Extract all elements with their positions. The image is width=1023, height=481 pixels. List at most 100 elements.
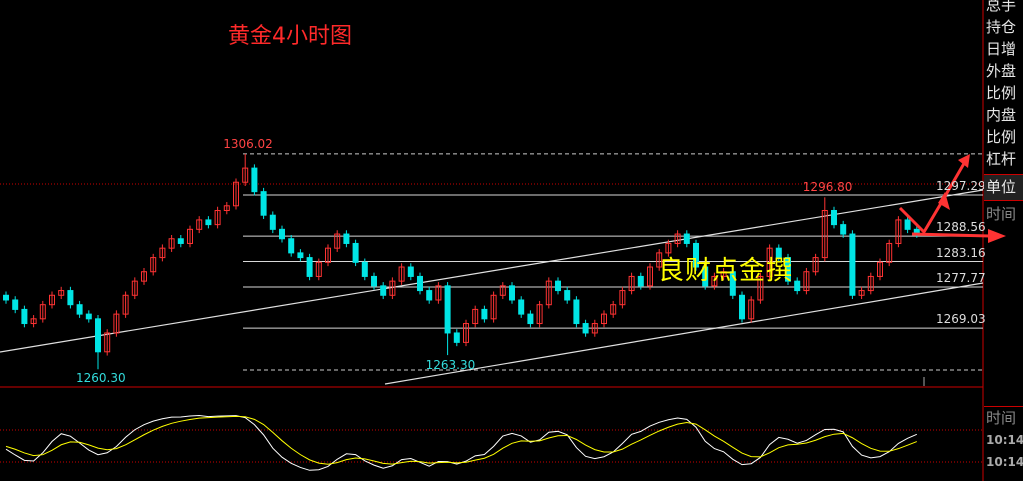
- candle-up: [877, 261, 883, 277]
- level-label: 1288.56: [936, 220, 986, 235]
- candle-up: [233, 181, 239, 207]
- candle-down: [361, 261, 368, 277]
- candle-up: [58, 290, 65, 296]
- candle-up: [389, 280, 396, 296]
- chart-title: 黄金4小时图: [228, 24, 352, 49]
- candle-down: [573, 299, 580, 325]
- candle-down: [251, 167, 258, 193]
- candle-up: [886, 242, 893, 263]
- candle-up: [591, 323, 598, 334]
- candle-down: [453, 332, 460, 343]
- side-item-outer: 外盘: [986, 62, 1017, 80]
- candle-up: [30, 318, 37, 325]
- candle-down: [693, 242, 699, 268]
- level-label: 1269.03: [936, 312, 986, 327]
- candle-up: [168, 238, 175, 249]
- candle-down: [177, 238, 184, 244]
- candle-down: [407, 266, 414, 277]
- candle-down: [85, 313, 92, 320]
- side-item-volume: 总手: [986, 0, 1017, 14]
- candle-up: [463, 323, 469, 343]
- candle-up: [757, 275, 764, 301]
- candle-down: [739, 294, 745, 320]
- candle-up: [610, 304, 617, 315]
- candle-up: [472, 308, 479, 325]
- side-item-daily-change: 日增: [986, 40, 1017, 58]
- candle-down: [481, 308, 488, 320]
- candle-up: [858, 290, 865, 296]
- forecast-arrow-up: [898, 159, 968, 235]
- candle-down: [831, 209, 837, 226]
- stoch-d-line: [5, 415, 917, 465]
- level-label: 1283.16: [936, 245, 986, 260]
- candle-down: [269, 214, 276, 230]
- candle-down: [518, 299, 525, 315]
- candle-up: [490, 294, 497, 320]
- candle-down: [288, 238, 295, 254]
- candle-up: [39, 304, 46, 320]
- price-annotation: 1263.30: [425, 358, 476, 373]
- candle-up: [766, 247, 773, 277]
- candle-down: [527, 313, 534, 325]
- candle-down: [564, 290, 571, 301]
- candle-up: [113, 313, 120, 334]
- arrowhead-mid-icon: [938, 192, 950, 210]
- watermark: 良财点金撰: [658, 256, 794, 286]
- candle-up: [628, 275, 635, 292]
- candle-up: [656, 252, 663, 268]
- price-annotation: 1296.80: [802, 180, 853, 195]
- candle-down: [840, 224, 847, 235]
- candle-up: [315, 261, 322, 277]
- candle-down: [417, 275, 423, 292]
- candle-down: [380, 285, 387, 296]
- candle-down: [637, 275, 644, 287]
- side-time-label: 时间: [986, 205, 1017, 223]
- candle-up: [867, 275, 874, 292]
- candle-down: [849, 233, 856, 296]
- candle-up: [242, 167, 249, 183]
- side-item-open-interest: 持仓: [986, 18, 1017, 36]
- candle-up: [665, 242, 672, 254]
- candle-down: [21, 308, 28, 325]
- candle-up: [122, 294, 129, 315]
- candle-up: [812, 257, 819, 273]
- candle-up: [196, 219, 203, 230]
- candle-up: [159, 247, 166, 259]
- candle-down: [76, 304, 83, 315]
- candle-up: [711, 275, 718, 287]
- candle-down: [352, 242, 359, 263]
- candle-down: [306, 257, 313, 277]
- candle-up: [49, 294, 55, 306]
- arrowhead-right-icon: [988, 229, 1006, 243]
- candle-up: [821, 209, 828, 259]
- candle-down: [904, 219, 911, 230]
- candle-up: [895, 219, 902, 244]
- candle-down: [775, 247, 782, 259]
- candle-up: [499, 285, 506, 296]
- candle-up: [619, 290, 626, 306]
- candle-down: [205, 219, 212, 226]
- candle-down: [509, 285, 515, 301]
- candle-up: [545, 280, 552, 306]
- side-time-label-2: 时间: [986, 409, 1017, 427]
- candle-up: [325, 247, 331, 263]
- candle-down: [582, 323, 589, 334]
- side-clock-2: 10:14: [986, 455, 1023, 469]
- level-label: 1277.77: [936, 270, 986, 285]
- candle-up: [748, 299, 755, 320]
- candle-down: [371, 275, 377, 287]
- candle-up: [674, 233, 681, 244]
- price-annotation: 1260.30: [76, 371, 126, 385]
- candle-down: [426, 290, 433, 301]
- candle-up: [187, 228, 193, 244]
- candle-up: [536, 304, 543, 325]
- side-item-inner: 内盘: [986, 106, 1017, 124]
- candle-up: [601, 313, 607, 325]
- upper-trend-line: [0, 189, 984, 353]
- candle-up: [214, 209, 221, 226]
- lower-trend-line: [384, 282, 984, 385]
- candle-up: [223, 205, 230, 211]
- candle-down: [12, 299, 19, 310]
- candle-down: [297, 252, 304, 259]
